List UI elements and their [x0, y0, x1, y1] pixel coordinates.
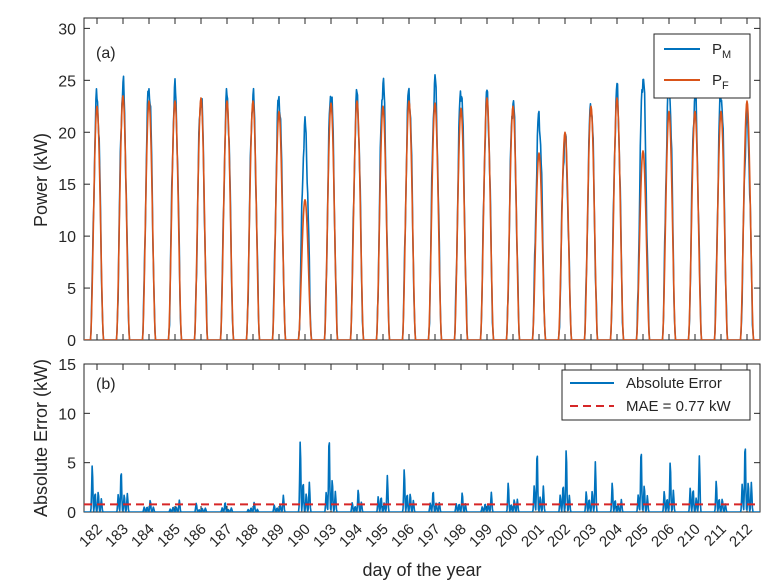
x-tick-label: 204 — [596, 521, 626, 551]
x-tick-label: 212 — [726, 521, 756, 551]
x-tick-label: 183 — [102, 521, 132, 551]
panel-a-ytick-label: 15 — [58, 177, 76, 194]
series-line-abs-error — [84, 441, 760, 512]
panel-b-legend: Absolute Error MAE = 0.77 kW — [561, 369, 751, 421]
legend-label-abs-error: Absolute Error — [626, 375, 722, 392]
series-line-pf — [84, 95, 760, 340]
panel-a-ytick-label: 20 — [58, 125, 76, 142]
x-tick-label: 202 — [544, 521, 574, 551]
x-tick-label: 195 — [362, 521, 392, 551]
x-tick-label: 200 — [492, 521, 522, 551]
x-tick-label: 199 — [466, 521, 496, 551]
legend-label-mae: MAE = 0.77 kW — [626, 398, 731, 415]
x-tick-label: 203 — [570, 521, 600, 551]
panel-b-ytick-label: 15 — [58, 357, 76, 374]
panel-b: 0 5 10 15 182183184185186187188189190193194… — [31, 357, 761, 580]
x-tick-label: 211 — [701, 521, 730, 550]
x-tick-label: 197 — [414, 521, 444, 551]
panel-a-ytick-label: 30 — [58, 21, 76, 38]
legend-label-pm: PM — [712, 41, 731, 61]
panel-b-ytick-label: 0 — [67, 505, 76, 522]
panel-b-series — [84, 441, 760, 512]
x-axis-label: day of the year — [362, 560, 481, 580]
x-tick-label: 205 — [622, 521, 652, 551]
x-tick-label: 185 — [154, 521, 184, 551]
x-tick-label: 184 — [128, 521, 158, 551]
panel-b-y-ticks: 0 5 10 15 — [58, 357, 760, 522]
panel-a-legend: PM PF — [653, 33, 751, 99]
panel-a-x-ticks — [96, 18, 748, 340]
panel-a-ytick-label: 25 — [58, 73, 76, 90]
x-tick-label: 187 — [206, 521, 236, 551]
panel-a-label: (a) — [96, 45, 116, 62]
panel-a-ytick-label: 5 — [67, 281, 76, 298]
panel-b-ytick-label: 10 — [58, 406, 76, 423]
panel-b-label: (b) — [96, 376, 116, 393]
panel-a-ytick-label: 0 — [67, 333, 76, 350]
panel-a-ytick-label: 10 — [58, 229, 76, 246]
x-tick-label: 196 — [388, 521, 418, 551]
x-tick-label: 182 — [76, 521, 106, 551]
panel-a: 0 5 10 15 20 25 30 (a) Power (kW) PM PF — [31, 17, 761, 350]
panel-b-ytick-label: 5 — [67, 456, 76, 473]
x-tick-label: 201 — [518, 521, 548, 551]
panel-a-series — [84, 71, 760, 340]
panel-a-y-ticks: 0 5 10 15 20 25 30 — [58, 21, 760, 350]
x-tick-label: 186 — [180, 521, 210, 551]
panel-b-legend-box — [561, 369, 751, 421]
x-tick-label: 189 — [258, 521, 288, 551]
panel-a-y-axis-label: Power (kW) — [31, 133, 51, 227]
x-tick-label: 206 — [648, 521, 678, 551]
x-tick-label: 194 — [336, 521, 366, 551]
panel-b-y-axis-label: Absolute Error (kW) — [31, 359, 51, 517]
legend-label-pf: PF — [712, 72, 729, 92]
x-tick-label: 190 — [284, 521, 314, 551]
x-tick-label: 188 — [232, 521, 262, 551]
x-tick-label: 210 — [674, 521, 704, 551]
panel-a-legend-box — [653, 33, 751, 99]
x-tick-label: 193 — [310, 521, 340, 551]
x-tick-label: 198 — [440, 521, 470, 551]
